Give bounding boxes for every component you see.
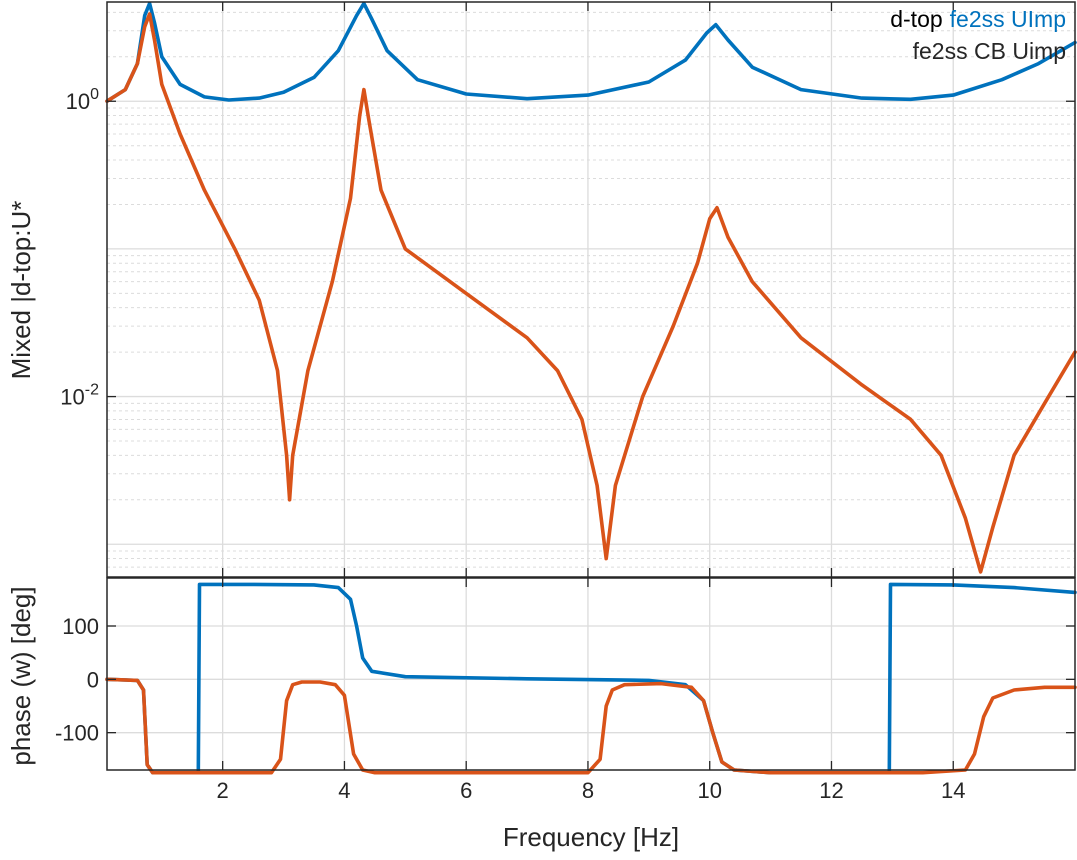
tick-exponent: 0 <box>90 86 99 103</box>
phase-x-tick-labels: 2 4 6 8 10 12 14 <box>217 778 966 803</box>
phase-x-tick-label-14: 14 <box>941 778 965 803</box>
phase-y-tick-label-0: 100 <box>62 614 99 639</box>
phase-y-tick-label-2: -100 <box>55 721 99 746</box>
legend-entry-fe2ss-cb-uimp: fe2ss CB Uimp <box>913 38 1066 64</box>
legend-prefix: d-top <box>890 6 942 32</box>
legend: d-top fe2ss UImp fe2ss CB Uimp <box>890 6 1066 64</box>
phase-x-tick-label-6: 6 <box>460 778 472 803</box>
magnitude-y-axis-label: Mixed |d-top:U* <box>6 201 36 380</box>
magnitude-line-fe2ss-cb-uimp <box>105 12 1077 574</box>
phase-y-tick-label-1: 0 <box>87 667 99 692</box>
phase-series <box>105 582 1077 775</box>
magnitude-series <box>105 1 1077 574</box>
magnitude-y-tick-label-1: 10-2 <box>60 382 99 410</box>
phase-x-tick-label-4: 4 <box>338 778 350 803</box>
phase-x-tick-label-10: 10 <box>697 778 721 803</box>
magnitude-ticks <box>107 2 1075 577</box>
legend-entry-fe2ss-uimp: fe2ss UImp <box>950 6 1066 32</box>
magnitude-axes-frame <box>106 1 1076 578</box>
phase-y-tick-labels: 100 0 -100 <box>55 614 99 746</box>
tick-exponent: -2 <box>85 382 99 399</box>
magnitude-line-fe2ss-uimp <box>105 1 1077 103</box>
phase-line-fe2ss-cb-uimp <box>105 677 1077 775</box>
tick-base: 10 <box>60 385 84 410</box>
x-axis-label: Frequency [Hz] <box>503 822 679 852</box>
phase-ticks <box>107 578 1075 770</box>
magnitude-grid <box>107 2 1075 578</box>
magnitude-y-tick-label-0: 100 <box>66 86 99 114</box>
phase-x-tick-label-2: 2 <box>217 778 229 803</box>
phase-x-tick-label-12: 12 <box>819 778 843 803</box>
phase-axes-frame <box>106 577 1076 771</box>
legend-row-1: d-top fe2ss UImp <box>890 6 1066 32</box>
phase-y-axis-label: phase (w) [deg] <box>6 586 36 765</box>
phase-x-tick-label-8: 8 <box>582 778 594 803</box>
phase-panel: 100 0 -100 2 4 6 8 10 12 14 phase (w) [deg] Freq… <box>6 577 1077 852</box>
tick-base: 10 <box>66 89 90 114</box>
